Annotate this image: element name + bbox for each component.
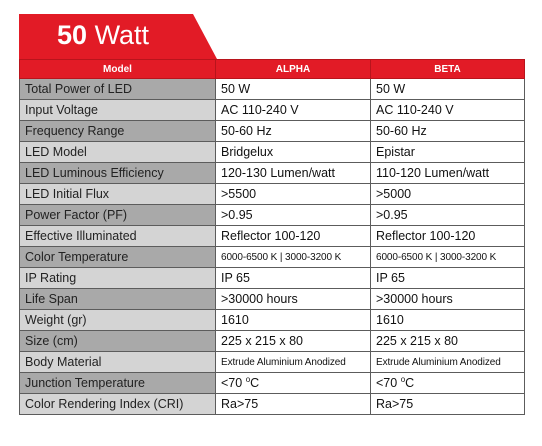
beta-value: 50 W	[370, 78, 525, 100]
wattage-tab: 50 Watt	[19, 14, 219, 59]
beta-value: >30000 hours	[370, 288, 525, 310]
alpha-value: 50-60 Hz	[215, 120, 371, 142]
beta-value: Reflector 100-120	[370, 225, 525, 247]
wattage-value: 50	[57, 20, 88, 50]
beta-temp-value: <70	[376, 376, 401, 391]
table-row: Junction Temperature <70 oC <70 oC	[19, 372, 525, 394]
alpha-value: Ra>75	[215, 393, 371, 415]
alpha-value: IP 65	[215, 267, 371, 289]
row-label: Color Temperature	[19, 246, 216, 268]
alpha-value: 120-130 Lumen/watt	[215, 162, 371, 184]
table-header-row: Model ALPHA BETA	[19, 59, 525, 79]
table-row: Weight (gr) 1610 1610	[19, 309, 525, 331]
alpha-value: Bridgelux	[215, 141, 371, 163]
table-row: IP Rating IP 65 IP 65	[19, 267, 525, 289]
tab-shape	[19, 14, 217, 59]
alpha-value: AC 110-240 V	[215, 99, 371, 121]
row-label: Color Rendering Index (CRI)	[19, 393, 216, 415]
row-label: Frequency Range	[19, 120, 216, 142]
row-label: Weight (gr)	[19, 309, 216, 331]
beta-value: Epistar	[370, 141, 525, 163]
beta-value: IP 65	[370, 267, 525, 289]
wattage-unit: Watt	[94, 20, 150, 50]
table-row: Life Span >30000 hours >30000 hours	[19, 288, 525, 310]
row-label: LED Model	[19, 141, 216, 163]
alpha-value: >0.95	[215, 204, 371, 226]
alpha-temp-unit: C	[250, 376, 260, 391]
beta-value: 50-60 Hz	[370, 120, 525, 142]
column-header-alpha: ALPHA	[215, 59, 371, 79]
table-row: Power Factor (PF) >0.95 >0.95	[19, 204, 525, 226]
alpha-value: 1610	[215, 309, 371, 331]
alpha-temp-value: <70	[221, 376, 246, 391]
table-row: LED Initial Flux >5500 >5000	[19, 183, 525, 205]
beta-value: 110-120 Lumen/watt	[370, 162, 525, 184]
row-label: Effective Illuminated	[19, 225, 216, 247]
beta-value: 225 x 215 x 80	[370, 330, 525, 352]
alpha-value: 225 x 215 x 80	[215, 330, 371, 352]
alpha-value: Extrude Aluminium Anodized	[215, 351, 371, 373]
alpha-value: <70 oC	[215, 372, 371, 394]
beta-value: >0.95	[370, 204, 525, 226]
beta-value: Ra>75	[370, 393, 525, 415]
row-label: Power Factor (PF)	[19, 204, 216, 226]
column-header-model: Model	[19, 59, 216, 79]
beta-value: 1610	[370, 309, 525, 331]
table-row: Effective Illuminated Reflector 100-120 …	[19, 225, 525, 247]
table-row: Color Rendering Index (CRI) Ra>75 Ra>75	[19, 393, 525, 415]
beta-value: <70 oC	[370, 372, 525, 394]
table-row: Total Power of LED 50 W 50 W	[19, 78, 525, 100]
table-row: Input Voltage AC 110-240 V AC 110-240 V	[19, 99, 525, 121]
beta-value: Extrude Aluminium Anodized	[370, 351, 525, 373]
beta-temp-unit: C	[405, 376, 415, 391]
beta-value: 6000-6500 K | 3000-3200 K	[370, 246, 525, 268]
spec-table: Model ALPHA BETA Total Power of LED 50 W…	[19, 59, 525, 415]
alpha-value: 6000-6500 K | 3000-3200 K	[215, 246, 371, 268]
wattage-title: 50 Watt	[57, 20, 149, 51]
row-label: LED Initial Flux	[19, 183, 216, 205]
degree-symbol: o	[400, 375, 406, 385]
table-row: Body Material Extrude Aluminium Anodized…	[19, 351, 525, 373]
table-row: Size (cm) 225 x 215 x 80 225 x 215 x 80	[19, 330, 525, 352]
row-label: Input Voltage	[19, 99, 216, 121]
alpha-value: Reflector 100-120	[215, 225, 371, 247]
table-row: LED Luminous Efficiency 120-130 Lumen/wa…	[19, 162, 525, 184]
row-label: Junction Temperature	[19, 372, 216, 394]
table-row: LED Model Bridgelux Epistar	[19, 141, 525, 163]
row-label: Body Material	[19, 351, 216, 373]
alpha-value: 50 W	[215, 78, 371, 100]
column-header-beta: BETA	[370, 59, 525, 79]
beta-value: >5000	[370, 183, 525, 205]
degree-symbol: o	[245, 375, 251, 385]
table-row: Frequency Range 50-60 Hz 50-60 Hz	[19, 120, 525, 142]
row-label: Total Power of LED	[19, 78, 216, 100]
row-label: Size (cm)	[19, 330, 216, 352]
alpha-value: >5500	[215, 183, 371, 205]
table-row: Color Temperature 6000-6500 K | 3000-320…	[19, 246, 525, 268]
beta-value: AC 110-240 V	[370, 99, 525, 121]
row-label: LED Luminous Efficiency	[19, 162, 216, 184]
row-label: IP Rating	[19, 267, 216, 289]
row-label: Life Span	[19, 288, 216, 310]
alpha-value: >30000 hours	[215, 288, 371, 310]
